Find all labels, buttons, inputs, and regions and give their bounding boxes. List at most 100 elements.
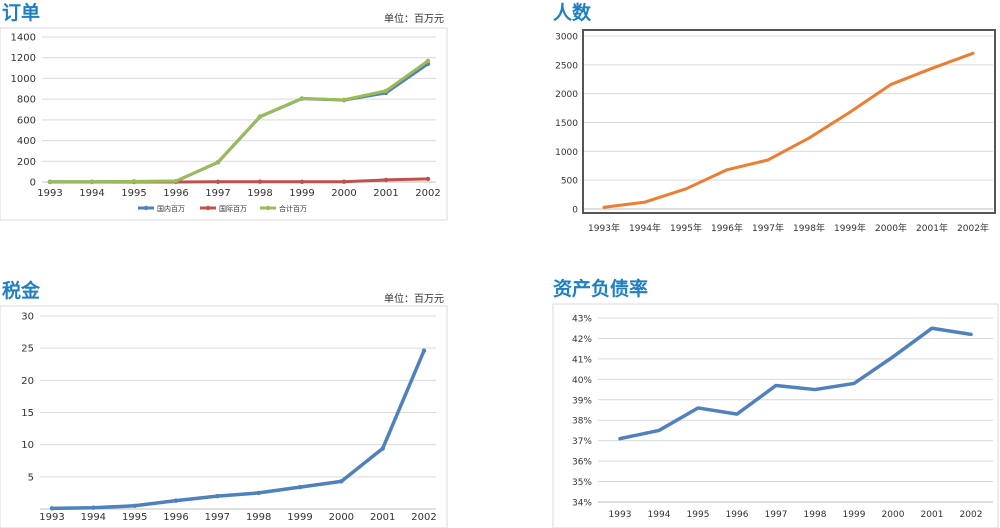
orders-series-line-2	[48, 59, 430, 184]
tax-y-tick-label: 25	[21, 344, 34, 355]
orders-x-tick-label: 1998	[247, 188, 272, 199]
headcount-x-tick-label: 1993年	[588, 222, 620, 234]
headcount-chart-title: 人数	[553, 2, 592, 24]
tax-y-tick-label: 30	[21, 312, 34, 323]
tax-data-point	[421, 348, 427, 353]
headcount-y-tick-label: 500	[561, 177, 578, 187]
headcount-data-point	[643, 200, 647, 204]
tax-x-tick-label: 2001	[370, 512, 395, 523]
headcount-y-tick-label: 1500	[555, 119, 578, 129]
orders-data-point	[299, 96, 305, 101]
debt-data-point	[618, 437, 622, 441]
debt-data-point	[735, 412, 739, 416]
headcount-y-tick-label: 3000	[555, 33, 578, 43]
orders-y-tick-label: 1000	[11, 74, 36, 85]
debt-data-point	[774, 383, 778, 387]
headcount-x-tick-label: 1999年	[834, 222, 866, 234]
headcount-data-point	[766, 158, 770, 162]
debt-x-tick-label: 2000	[882, 510, 905, 520]
debt-series-line-0	[618, 326, 973, 441]
orders-x-tick-label: 1996	[163, 188, 188, 199]
tax-chart-title: 税金	[2, 280, 41, 302]
tax-unit-label: 单位：百万元	[384, 294, 444, 305]
headcount-series-line-0	[602, 51, 975, 209]
orders-data-point	[47, 179, 53, 184]
tax-x-tick-label: 1998	[246, 512, 271, 523]
headcount-x-tick-label: 1998年	[793, 222, 825, 234]
orders-data-point	[89, 179, 95, 184]
orders-data-point	[257, 179, 263, 184]
orders-data-point	[215, 179, 221, 184]
tax-data-point	[49, 506, 55, 511]
orders-y-tick-label: 0	[30, 178, 36, 189]
orders-legend-marker	[205, 205, 211, 211]
debt-chart-frame	[552, 303, 999, 528]
debt-x-tick-label: 2001	[921, 510, 944, 520]
headcount-x-tick-label: 1994年	[629, 222, 661, 234]
orders-data-point	[215, 159, 221, 165]
debt-data-point	[813, 388, 817, 392]
orders-legend-marker	[143, 205, 149, 211]
orders-legend-label: 国内百万	[157, 204, 185, 213]
orders-y-tick-label: 1400	[11, 33, 36, 44]
tax-y-tick-label: 15	[21, 408, 34, 419]
orders-y-tick-label: 600	[17, 115, 36, 126]
debt-y-tick-label: 40%	[572, 376, 592, 386]
orders-data-point	[383, 177, 389, 183]
headcount-chart: 0 500 1000 1500 2000 2500 3000 1993年 1994年 1995年 1…	[555, 29, 996, 234]
debt-x-tick-label: 1997	[765, 510, 788, 520]
headcount-x-tick-label: 2002年	[957, 222, 989, 234]
orders-data-point	[383, 88, 389, 94]
orders-data-point	[131, 179, 137, 184]
tax-x-tick-label: 1994	[81, 512, 106, 523]
tax-x-tick-label: 1993	[39, 512, 64, 523]
debt-x-tick-label: 2002	[960, 510, 983, 520]
tax-data-point	[380, 446, 385, 451]
tax-data-point	[91, 505, 96, 510]
headcount-x-tick-label: 2000年	[875, 222, 907, 234]
headcount-x-tick-label: 2001年	[916, 222, 948, 234]
headcount-y-tick-label: 2000	[555, 90, 578, 100]
debt-y-tick-label: 41%	[572, 355, 592, 365]
tax-x-tick-label: 1995	[122, 512, 147, 523]
debt-ratio-chart-title: 资产负债率	[553, 278, 649, 300]
debt-x-tick-label: 1998	[804, 510, 827, 520]
debt-data-point	[891, 355, 895, 359]
debt-y-tick-label: 43%	[572, 315, 592, 325]
tax-y-tick-label: 20	[21, 376, 34, 387]
headcount-data-point	[602, 205, 606, 209]
headcount-data-point	[889, 82, 893, 86]
debt-y-tick-label: 42%	[572, 335, 592, 345]
headcount-x-tick-label: 1996年	[711, 222, 743, 234]
debt-y-tick-label: 34%	[572, 499, 592, 509]
tax-data-point	[256, 490, 261, 496]
orders-x-tick-label: 1999	[289, 188, 314, 199]
headcount-chart-frame	[582, 29, 996, 214]
orders-data-point	[425, 176, 431, 182]
debt-data-point	[852, 381, 856, 385]
orders-chart-title: 订单	[2, 2, 41, 24]
debt-data-point	[930, 326, 934, 330]
headcount-x-tick-label: 1997年	[752, 222, 784, 234]
orders-data-point	[257, 114, 263, 119]
tax-data-point	[173, 498, 179, 503]
orders-y-tick-label: 400	[17, 136, 36, 147]
headcount-data-point	[848, 110, 852, 114]
tax-data-point	[215, 493, 220, 499]
orders-data-point	[341, 179, 347, 184]
orders-x-tick-label: 1993	[37, 188, 62, 199]
tax-y-tick-label: 5	[28, 472, 34, 483]
debt-data-point	[696, 406, 700, 410]
orders-data-point	[341, 97, 347, 103]
orders-x-tick-label: 2000	[331, 188, 356, 199]
tax-data-point	[297, 484, 303, 490]
headcount-data-point	[807, 136, 811, 140]
orders-y-tick-label: 800	[17, 95, 36, 106]
debt-x-tick-label: 1993	[609, 510, 632, 520]
tax-y-tick-label: 10	[21, 440, 34, 451]
orders-y-tick-label: 1200	[11, 53, 36, 64]
orders-legend-label: 国际百万	[219, 204, 247, 213]
orders-chart: 0 200 400 600 800 1000 1200 1400 1993 1994 1995 199…	[0, 27, 448, 221]
tax-series-line-0	[50, 348, 426, 511]
debt-x-tick-label: 1995	[687, 510, 710, 520]
